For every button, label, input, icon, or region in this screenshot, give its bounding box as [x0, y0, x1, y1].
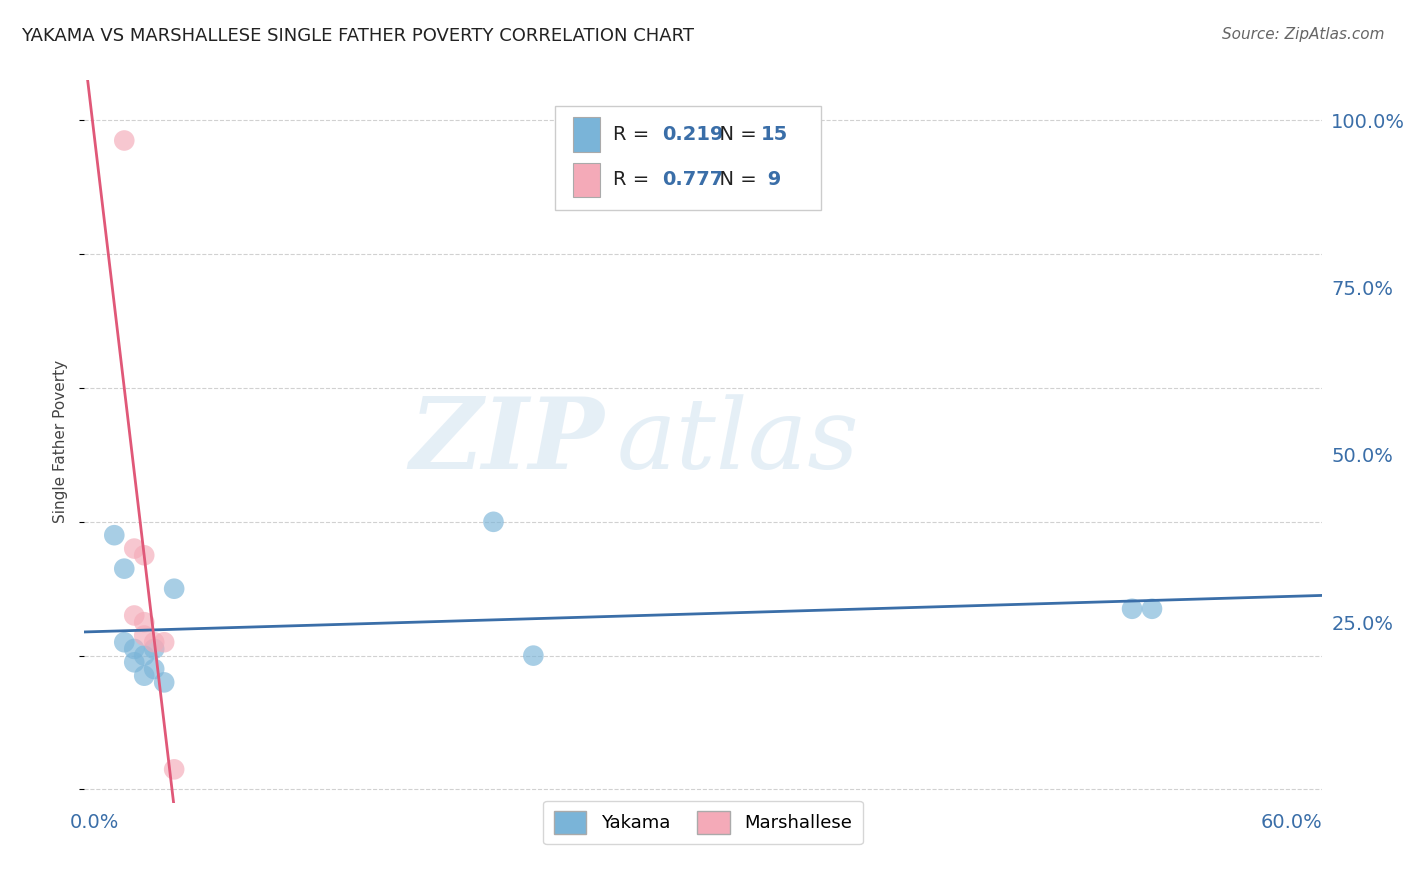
Text: 9: 9 [761, 170, 782, 189]
Point [122, 608, 145, 623]
Point [112, 134, 135, 148]
Point [482, 515, 505, 529]
Text: R =: R = [613, 170, 655, 189]
Legend: Yakama, Marshallese: Yakama, Marshallese [543, 801, 863, 845]
Point [134, 628, 156, 642]
Text: 0.777: 0.777 [662, 170, 724, 189]
Text: 0.219: 0.219 [662, 125, 724, 144]
FancyBboxPatch shape [574, 162, 600, 197]
Point [122, 655, 145, 669]
Point [1140, 602, 1163, 616]
Point [163, 582, 186, 596]
Point [143, 642, 166, 657]
Text: 15: 15 [761, 125, 789, 144]
FancyBboxPatch shape [574, 117, 600, 152]
Point [522, 648, 544, 663]
Point [143, 662, 166, 676]
Point [134, 648, 156, 663]
Point [112, 562, 135, 576]
Point [134, 548, 156, 563]
Point [112, 635, 135, 649]
Point [122, 541, 145, 556]
Point [153, 675, 176, 690]
Text: R =: R = [613, 125, 655, 144]
Text: atlas: atlas [616, 394, 859, 489]
Point [122, 642, 145, 657]
Point [134, 615, 156, 630]
Text: YAKAMA VS MARSHALLESE SINGLE FATHER POVERTY CORRELATION CHART: YAKAMA VS MARSHALLESE SINGLE FATHER POVE… [21, 27, 695, 45]
Text: N =: N = [707, 170, 762, 189]
Point [134, 669, 156, 683]
Text: Source: ZipAtlas.com: Source: ZipAtlas.com [1222, 27, 1385, 42]
Text: N =: N = [707, 125, 762, 144]
Point [103, 528, 125, 542]
FancyBboxPatch shape [554, 105, 821, 211]
Y-axis label: Single Father Poverty: Single Father Poverty [53, 360, 69, 523]
Point [153, 635, 176, 649]
Point [163, 762, 186, 776]
Text: ZIP: ZIP [409, 393, 605, 490]
Point [143, 635, 166, 649]
Point [1121, 602, 1143, 616]
